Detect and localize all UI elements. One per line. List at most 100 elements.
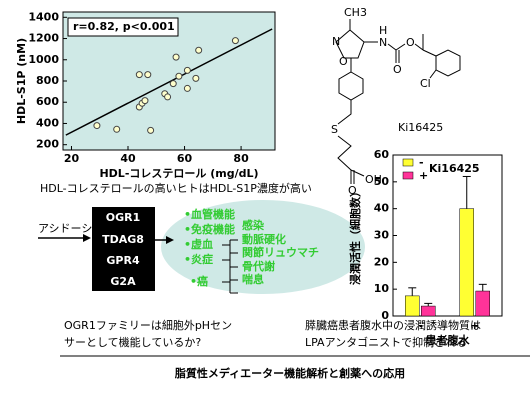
y-tick-label: 600	[36, 95, 59, 108]
x-tick-label: -	[418, 319, 423, 332]
annotation-box	[67, 17, 179, 37]
annotation: r=0.82, p<0.001	[73, 20, 175, 33]
function: •炎症	[184, 252, 213, 266]
function: •癌	[190, 274, 208, 288]
caption: サーとして機能しているか?	[64, 335, 201, 349]
chlorophenyl-ring	[435, 49, 461, 77]
disease: 感染	[242, 218, 265, 232]
point	[144, 71, 152, 79]
x-tick-label: 60	[177, 152, 193, 165]
bond	[337, 135, 352, 171]
receptor: TDAG8	[102, 233, 144, 246]
legend-swatch	[402, 158, 414, 167]
arrowhead	[166, 236, 174, 244]
caption: OGR1ファミリーは細胞外pHセン	[64, 319, 232, 332]
bond	[337, 100, 352, 125]
atom-label: N	[379, 36, 387, 49]
y-tick-label: 1400	[28, 10, 59, 23]
x-tick-label: 40	[120, 152, 136, 165]
bond	[350, 169, 365, 177]
compound-name: Ki16425	[398, 121, 443, 134]
atom-label: O	[393, 63, 402, 76]
disease: 関節リュウマチ	[242, 245, 319, 259]
legend-label: -	[419, 156, 424, 169]
atom-label: CH3	[344, 6, 367, 19]
y-tick-label: 0	[381, 309, 389, 322]
disease: 喘息	[242, 272, 264, 286]
x-tick-label: 80	[233, 152, 249, 165]
bond	[429, 69, 437, 79]
function: •血管機能	[184, 207, 235, 221]
atom-label: H	[379, 24, 387, 37]
y-axis-title: 浸潤活性（細胞数）	[348, 186, 362, 285]
legend-title: Ki16425	[429, 162, 480, 175]
caption: HDL-コレステロールの高いヒトはHDL-S1P濃度が高い	[40, 181, 312, 195]
point	[141, 97, 149, 105]
point	[231, 37, 239, 45]
bar	[421, 305, 436, 317]
point	[169, 80, 177, 88]
receptor-box	[92, 207, 155, 291]
point	[164, 93, 172, 101]
x-tick-label: +	[470, 319, 479, 332]
y-tick-label: 1200	[28, 32, 59, 45]
trend-line	[65, 28, 273, 136]
x-axis-title: HDL-コレステロール (mg/dL)	[99, 167, 258, 180]
caption: 膵臓癌患者腹水中の浸潤誘導物質は	[305, 318, 481, 332]
y-tick-label: 10	[374, 282, 390, 295]
atom-label: O	[339, 55, 348, 68]
footer-title: 脂質性メディエーター機能解析と創薬への応用	[174, 366, 405, 380]
function: •免疫機能	[184, 222, 235, 236]
disease: 骨代謝	[242, 259, 275, 273]
y-tick-label: 1000	[28, 53, 59, 66]
point	[93, 122, 101, 130]
diagram: アシドーシス OGR1 TDAG8 GPR4 G2A •血管機能 •免疫機能 •…	[38, 200, 365, 294]
point	[147, 126, 155, 134]
disease: 動脈硬化	[242, 232, 286, 246]
y-axis-title: HDL-S1P (nM)	[15, 38, 28, 124]
bar	[459, 208, 474, 317]
atom-label: O	[348, 184, 357, 197]
point	[135, 71, 143, 79]
y-tick-label: 200	[36, 138, 59, 151]
point	[175, 72, 183, 80]
arrowhead	[83, 234, 91, 242]
atom-label: O	[406, 36, 415, 49]
point	[183, 84, 191, 92]
receptor: GPR4	[106, 254, 140, 267]
bond	[387, 43, 397, 51]
y-tick-label: 400	[36, 116, 59, 129]
source-label: アシドーシス	[38, 222, 103, 235]
bar	[475, 290, 490, 317]
bar	[405, 295, 420, 317]
y-tick-label: 30	[374, 229, 390, 242]
caption: LPAアンタゴニストで抑制される	[305, 335, 467, 349]
point	[183, 66, 191, 74]
atom-label: Cl	[420, 77, 431, 90]
receptor: G2A	[110, 275, 136, 288]
bond	[395, 43, 406, 51]
phenyl-ring	[338, 71, 364, 101]
atom-label: OH	[365, 173, 382, 186]
legend-label: +	[419, 169, 428, 182]
bond	[422, 49, 437, 57]
function-ellipse	[161, 200, 365, 294]
point	[113, 125, 121, 133]
point	[192, 74, 200, 82]
receptor: OGR1	[106, 211, 141, 224]
legend-swatch	[402, 171, 414, 180]
function: •虚血	[184, 237, 213, 251]
y-tick-label: 800	[36, 74, 59, 87]
point	[195, 46, 203, 54]
bond	[414, 43, 424, 51]
point	[172, 53, 180, 61]
bracket	[222, 239, 238, 294]
atom-label: N	[332, 35, 340, 48]
y-tick-label: 20	[374, 255, 390, 268]
x-axis-title: 患者腹水	[426, 333, 471, 347]
y-tick-label: 60	[374, 148, 390, 161]
chemical-structure	[335, 19, 461, 184]
y-tick-label: 40	[374, 202, 390, 215]
atom-label: S	[331, 123, 338, 136]
